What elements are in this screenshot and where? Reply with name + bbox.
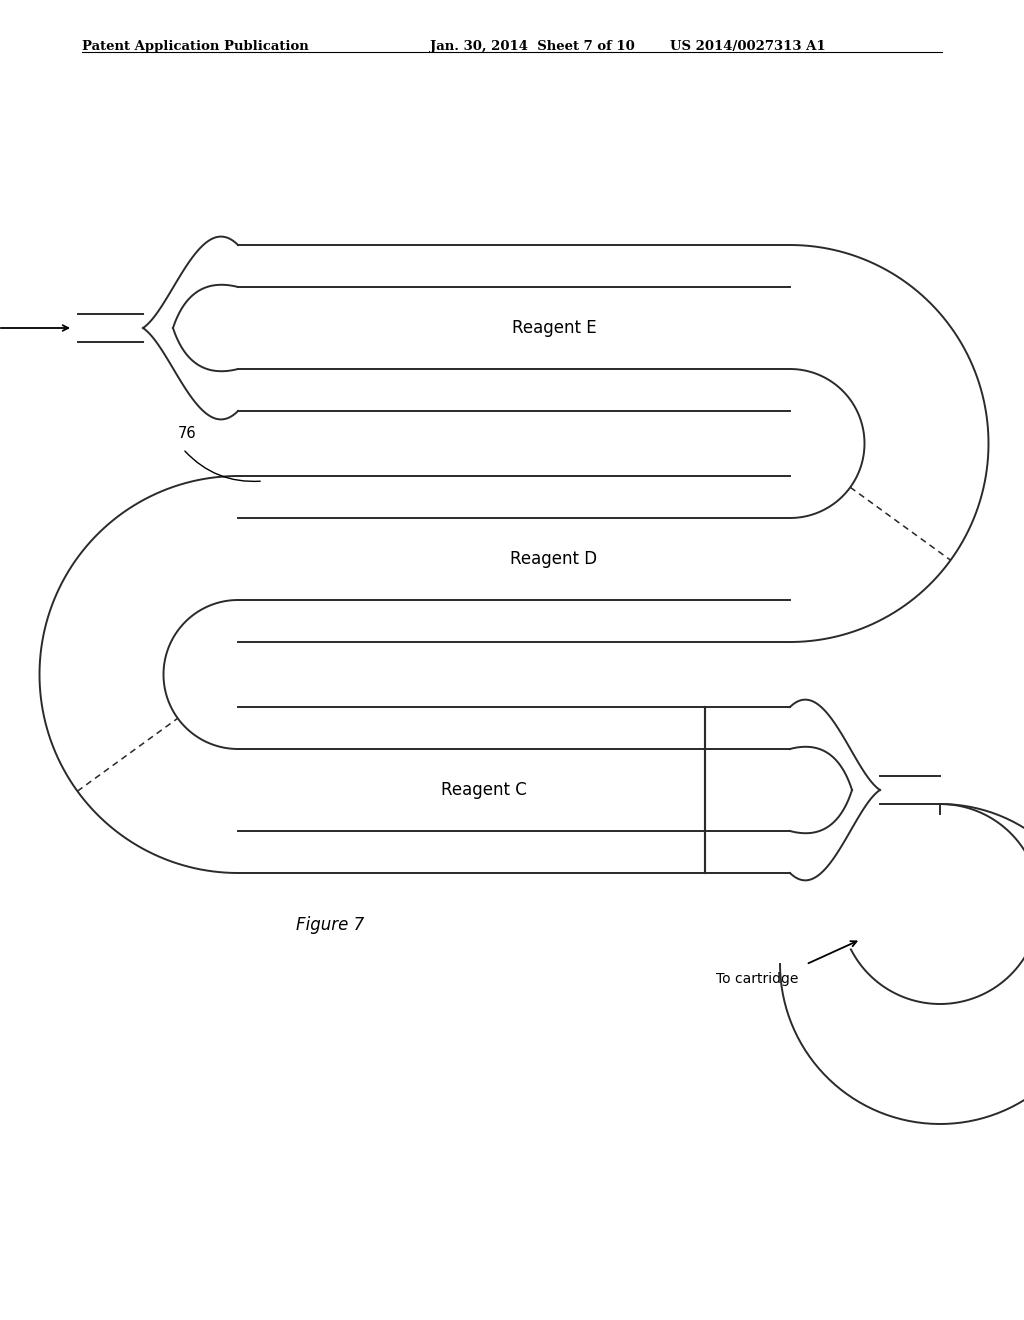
Text: To cartridge: To cartridge <box>716 973 799 986</box>
Text: 76: 76 <box>178 426 197 441</box>
Text: Reagent E: Reagent E <box>512 319 596 337</box>
Text: Reagent D: Reagent D <box>510 550 598 568</box>
Text: Figure 7: Figure 7 <box>296 916 365 935</box>
Text: Reagent C: Reagent C <box>441 781 527 799</box>
Text: Patent Application Publication: Patent Application Publication <box>82 40 309 53</box>
Text: Jan. 30, 2014  Sheet 7 of 10: Jan. 30, 2014 Sheet 7 of 10 <box>430 40 635 53</box>
Text: US 2014/0027313 A1: US 2014/0027313 A1 <box>670 40 825 53</box>
